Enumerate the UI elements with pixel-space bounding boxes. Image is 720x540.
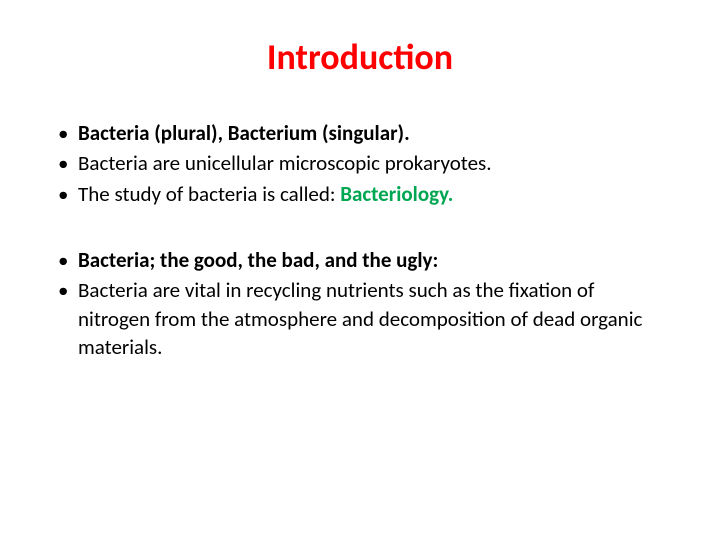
bullet-text: Bacteria are vital in recycling nutrient…	[78, 277, 642, 360]
bullet-bold-text: Bacteria; the good, the bad, and the ugl…	[78, 247, 438, 273]
list-item: Bacteria are unicellular microscopic pro…	[50, 149, 670, 177]
slide: Introduction Bacteria (plural), Bacteriu…	[0, 0, 720, 540]
bullet-group-1: Bacteria (plural), Bacterium (singular).…	[50, 119, 670, 208]
list-item: Bacteria are vital in recycling nutrient…	[50, 276, 670, 361]
bullet-highlight-text: Bacteriology.	[340, 181, 453, 207]
list-item: Bacteria (plural), Bacterium (singular).	[50, 119, 670, 147]
bullet-text: The study of bacteria is called:	[78, 181, 340, 207]
bullet-text: Bacteria are unicellular microscopic pro…	[78, 150, 492, 176]
slide-title: Introduction	[50, 35, 670, 79]
bullet-group-2: Bacteria; the good, the bad, and the ugl…	[50, 246, 670, 361]
bullet-bold-text: Bacteria (plural), Bacterium (singular).	[78, 120, 410, 146]
list-item: Bacteria; the good, the bad, and the ugl…	[50, 246, 670, 274]
list-item: The study of bacteria is called: Bacteri…	[50, 180, 670, 208]
